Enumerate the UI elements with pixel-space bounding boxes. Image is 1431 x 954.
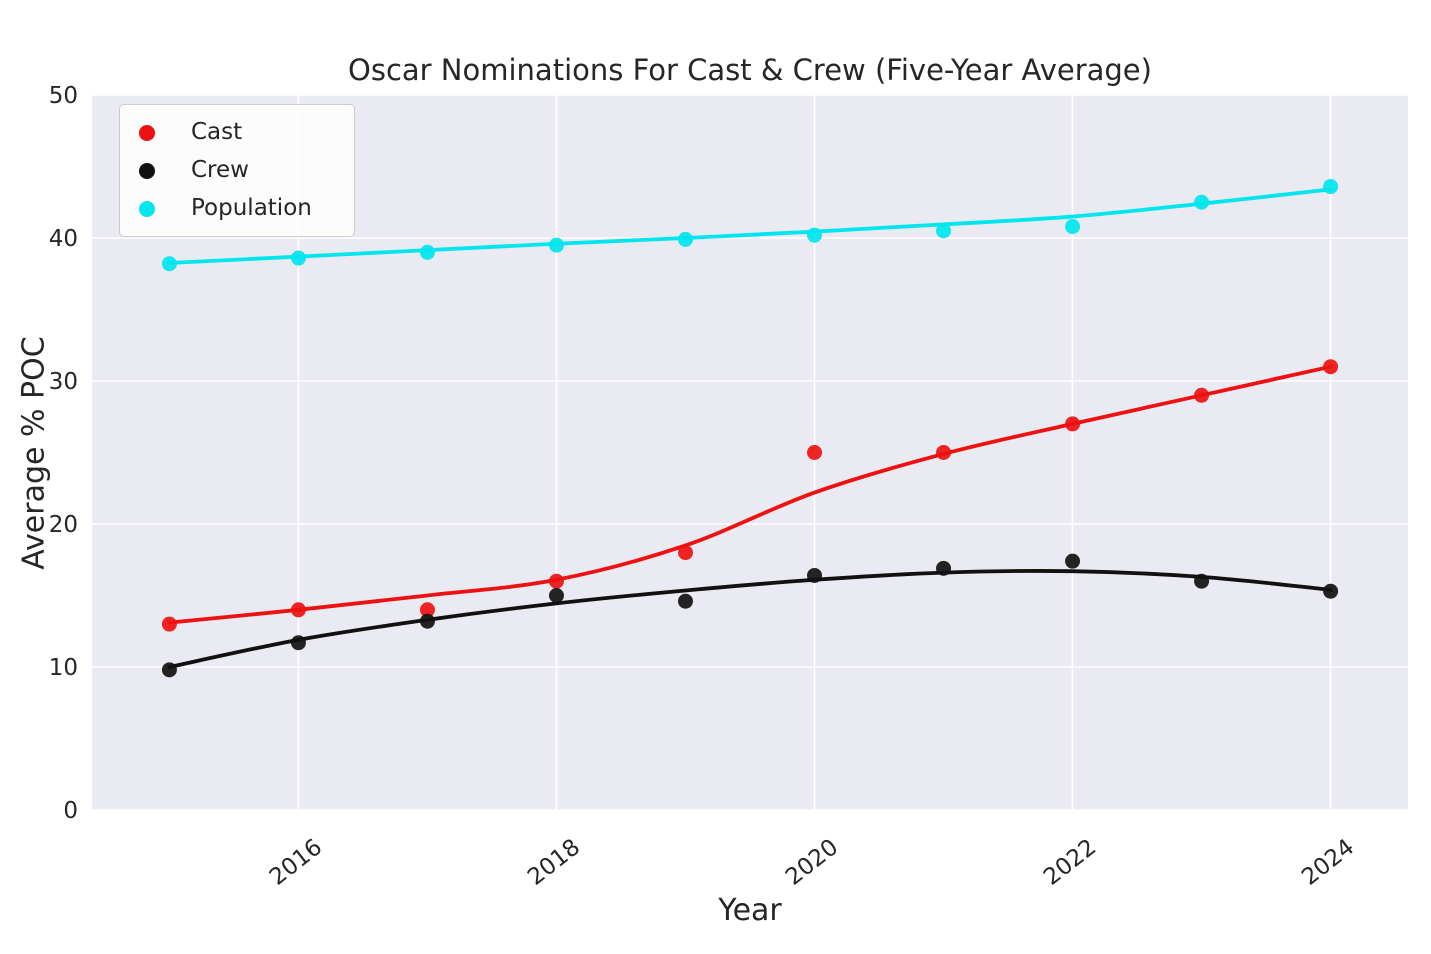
trend-line-cast: [167, 364, 1333, 625]
x-tick-label-2020: 2020: [781, 834, 843, 891]
point-cast-2018: [548, 573, 564, 589]
legend-label-crew: Crew: [191, 157, 249, 183]
x-tick-label-2016: 2016: [265, 834, 327, 891]
y-tick-label-30: 30: [49, 369, 78, 395]
legend-entry-population: Population: [139, 194, 312, 223]
crew-marker-icon: [139, 162, 155, 179]
point-cast-2020: [807, 445, 823, 460]
point-cast-2019: [677, 545, 693, 561]
point-crew-2021: [936, 560, 952, 576]
point-crew-2015: [161, 662, 177, 678]
y-tick-label-50: 50: [49, 83, 78, 109]
legend-label-population: Population: [191, 195, 312, 221]
point-population-2024: [1323, 179, 1339, 195]
point-crew-2020: [807, 567, 823, 583]
y-tick-label-20: 20: [49, 512, 78, 538]
point-cast-2022: [1065, 416, 1081, 432]
y-tick-label-0: 0: [63, 798, 78, 824]
point-population-2015: [161, 256, 177, 272]
legend: Cast Crew Population: [119, 104, 355, 237]
point-population-2023: [1194, 194, 1210, 210]
point-cast-2024: [1323, 359, 1339, 375]
point-crew-2023: [1194, 573, 1210, 589]
trend-line-population: [167, 187, 1333, 265]
y-tick-label-40: 40: [49, 226, 78, 252]
point-crew-2022: [1065, 553, 1081, 569]
x-tick-label-2018: 2018: [523, 834, 585, 891]
point-population-2021: [936, 223, 952, 239]
legend-entry-crew: Crew: [139, 156, 312, 185]
chart-title: Oscar Nominations For Cast & Crew (Five-…: [348, 53, 1152, 87]
legend-label-cast: Cast: [191, 119, 243, 145]
point-crew-2018: [548, 588, 564, 603]
point-crew-2016: [290, 635, 306, 651]
point-population-2022: [1065, 219, 1081, 235]
population-marker-icon: [139, 200, 155, 217]
point-crew-2019: [677, 593, 693, 609]
point-population-2020: [807, 227, 823, 243]
x-axis-label: Year: [718, 893, 782, 928]
x-tick-label-2024: 2024: [1297, 834, 1359, 891]
legend-entry-cast: Cast: [139, 118, 312, 147]
point-cast-2015: [161, 616, 177, 632]
trend-line-crew: [167, 569, 1333, 669]
point-cast-2016: [290, 602, 306, 618]
y-tick-label-10: 10: [49, 655, 78, 681]
x-tick-label-2022: 2022: [1039, 834, 1101, 891]
point-population-2019: [677, 231, 693, 247]
y-axis-label: Average % POC: [16, 336, 52, 570]
cast-marker-icon: [139, 124, 155, 141]
point-crew-2017: [419, 613, 435, 629]
point-population-2016: [290, 250, 306, 266]
point-cast-2017: [419, 602, 435, 618]
point-crew-2024: [1323, 583, 1339, 599]
point-cast-2021: [936, 445, 952, 460]
point-population-2017: [419, 244, 435, 260]
point-population-2018: [548, 237, 564, 253]
point-cast-2023: [1194, 387, 1210, 403]
